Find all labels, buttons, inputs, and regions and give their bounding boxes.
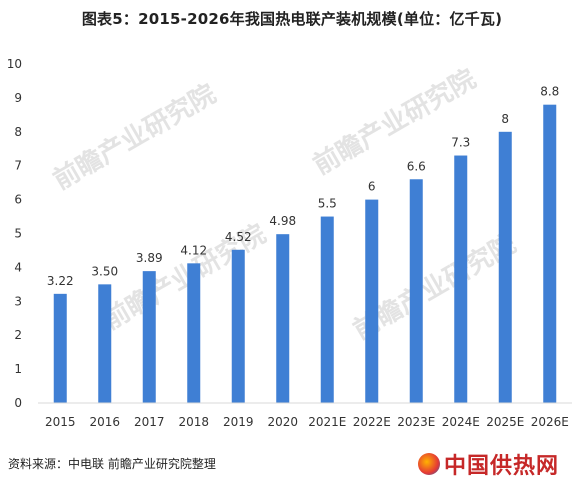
bar-value-label: 4.98 [269,214,296,228]
x-tick-label: 2017 [134,415,165,429]
y-tick-label: 2 [14,328,22,342]
y-tick-label: 6 [14,193,22,207]
bar-value-label: 6.6 [407,159,426,173]
bar [543,104,557,404]
watermark-text: 前瞻产业研究院 [48,78,221,196]
y-tick-label: 8 [14,125,22,139]
x-tick-label: 2025E [486,415,524,429]
bar [409,179,423,403]
chart-title: 图表5：2015-2026年我国热电联产装机规模(单位：亿千瓦) [81,10,503,28]
y-tick-label: 10 [7,57,22,71]
bar [365,199,379,403]
y-tick-label: 4 [14,260,22,274]
bar-value-label: 3.50 [91,264,118,278]
bar-value-label: 6 [368,180,376,194]
y-tick-label: 9 [14,91,22,105]
y-tick-label: 1 [14,362,22,376]
source-note: 资料来源：中电联 前瞻产业研究院整理 [8,457,216,471]
x-tick-label: 2023E [397,415,435,429]
bar-value-label: 8 [501,112,509,126]
bar [320,216,334,403]
bar-value-label: 7.3 [451,136,470,150]
x-tick-label: 2018 [178,415,209,429]
x-tick-label: 2021E [308,415,346,429]
bar-value-label: 5.5 [318,197,337,211]
bar [142,271,156,403]
x-tick-label: 2016 [89,415,120,429]
x-tick-label: 2026E [531,415,569,429]
y-axis: 0 1 2 3 4 5 6 7 8 9 10 [7,57,22,410]
bar-value-label: 4.12 [180,243,207,257]
footer-logo-text: 中国供热网 [444,454,560,479]
x-tick-label: 2022E [353,415,391,429]
bar [187,263,201,403]
bar-value-label: 3.22 [47,274,74,288]
footer-logo: 中国供热网 [418,449,559,479]
bar-value-label: 8.8 [540,85,559,99]
x-axis: 2015 2016 2017 2018 2019 2020 2021E 2022E 2023E 2… [38,402,572,429]
bars: 3.22 3.50 3.89 4.12 4.52 4.98 5.5 6 6.6 7.3 8 8.8 [47,85,559,404]
bar [454,155,468,403]
bar [98,284,112,403]
y-tick-label: 7 [14,159,22,173]
y-tick-label: 0 [14,396,22,410]
x-tick-label: 2024E [442,415,480,429]
x-tick-label: 2019 [223,415,254,429]
bar [53,293,67,403]
flame-logo-icon [418,453,440,475]
bar [231,249,245,403]
y-tick-label: 5 [14,227,22,241]
x-tick-label: 2020 [267,415,298,429]
bar-value-label: 4.52 [225,230,252,244]
bar-value-label: 3.89 [136,251,163,265]
x-tick-label: 2015 [45,415,76,429]
y-tick-label: 3 [14,294,22,308]
bar [276,234,290,403]
bar [498,131,512,404]
